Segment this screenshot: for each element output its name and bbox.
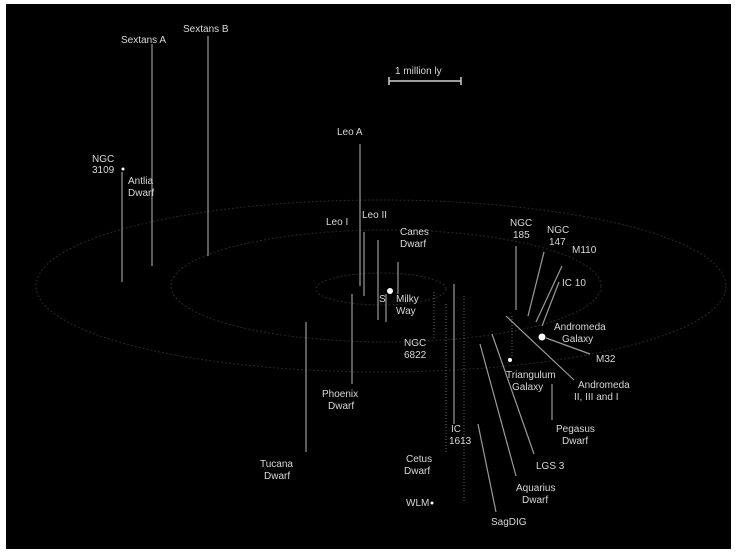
ngc-147-label-line2: 147 <box>549 237 566 248</box>
and-sats-stem <box>505 315 575 381</box>
ic-10-stem <box>541 281 560 327</box>
andromeda-satellites-label-line2: II, III and I <box>574 392 618 403</box>
tucana-dwarf-label-line2: Dwarf <box>264 471 290 482</box>
local-group-map: 1 million ly Sextans A Sextans B NGC 310… <box>6 4 731 549</box>
local-group-diagram: 1 million ly Sextans A Sextans B NGC 310… <box>35 24 727 528</box>
m32-stem <box>545 337 591 355</box>
milky-way-label-line2: Way <box>396 306 416 317</box>
sextans-a-label: Sextans A <box>121 35 166 46</box>
leo-a-label: Leo A <box>337 127 363 138</box>
aquarius-dwarf-label-line2: Dwarf <box>522 495 548 506</box>
triangulum-galaxy-label-line2: Galaxy <box>512 382 543 393</box>
scale-bar: 1 million ly <box>388 66 462 85</box>
andromeda-galaxy-label-line2: Galaxy <box>562 334 593 345</box>
wlm-marker <box>430 501 434 505</box>
andromeda-marker <box>538 333 546 341</box>
leo-ii-label: Leo II <box>362 210 387 221</box>
leo-i-label: Leo I <box>326 217 348 228</box>
ic-1613-label-line1: IC <box>451 424 461 435</box>
lgs3-label: LGS 3 <box>536 461 565 472</box>
ngc-6822-label-line1: NGC <box>404 338 426 349</box>
cetus-dwarf-label-line1: Cetus <box>406 454 432 465</box>
tucana-dwarf-label-line1: Tucana <box>260 459 293 470</box>
sagdig-label: SagDIG <box>491 517 527 528</box>
ngc-3109-label-line1: NGC <box>92 154 114 165</box>
distance-ring-middle <box>170 229 602 343</box>
ic-1613-label-line2: 1613 <box>449 436 472 447</box>
sextans-b-label: Sextans B <box>183 24 229 35</box>
phoenix-dwarf-label-line2: Dwarf <box>328 401 354 412</box>
distance-ring-inner <box>315 272 447 306</box>
antlia-label-line1: Antlia <box>128 176 153 187</box>
andromeda-satellites-label-line1: Andromeda <box>578 380 630 391</box>
sagdig-stem <box>477 423 497 513</box>
pegasus-dwarf-label-line1: Pegasus <box>556 424 595 435</box>
cetus-dwarf-label-line2: Dwarf <box>404 466 430 477</box>
ngc-3109-label-line2: 3109 <box>92 165 115 176</box>
milky-way-marker <box>387 288 393 294</box>
scale-bar-label: 1 million ly <box>395 66 442 77</box>
aquarius-stem <box>479 343 517 477</box>
lgs3-stem <box>491 333 535 455</box>
ngc-185-label-line2: 185 <box>513 230 530 241</box>
triangulum-galaxy-label-line1: Triangulum <box>506 370 556 381</box>
antlia-label-line2: Dwarf <box>128 188 154 199</box>
ic-10-label: IC 10 <box>562 278 586 289</box>
canes-dwarf-label-line2: Dwarf <box>400 239 426 250</box>
ngc-6822-label-line2: 6822 <box>404 350 427 361</box>
andromeda-galaxy-label-line1: Andromeda <box>554 322 606 333</box>
wlm-label: WLM <box>406 498 429 509</box>
triangulum-marker <box>508 358 512 362</box>
m110-label: M110 <box>572 245 597 256</box>
phoenix-dwarf-label-line1: Phoenix <box>322 389 358 400</box>
canes-dwarf-label-line1: Canes <box>400 227 429 238</box>
ngc-147-label-line1: NGC <box>547 225 569 236</box>
s-label: S <box>379 294 386 305</box>
ngc-185-label-line1: NGC <box>510 218 532 229</box>
pegasus-dwarf-label-line2: Dwarf <box>562 436 588 447</box>
m32-label: M32 <box>596 354 616 365</box>
ngc-147-stem <box>527 251 545 317</box>
aquarius-dwarf-label-line1: Aquarius <box>516 483 555 494</box>
milky-way-label-line1: Milky <box>396 294 419 305</box>
ngc-3109-marker <box>121 167 125 171</box>
m110-stem <box>535 265 563 323</box>
distance-ring-outer <box>35 199 727 373</box>
